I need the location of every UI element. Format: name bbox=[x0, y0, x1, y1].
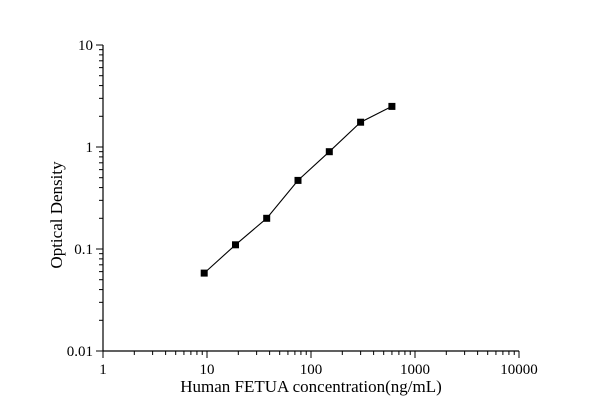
x-tick-label: 1000 bbox=[400, 362, 430, 378]
x-tick-label: 100 bbox=[300, 362, 323, 378]
y-tick-label: 1 bbox=[86, 140, 94, 156]
data-point-marker bbox=[294, 176, 302, 184]
data-point-marker bbox=[388, 102, 396, 110]
x-tick-label: 1 bbox=[99, 362, 107, 378]
data-point-marker bbox=[200, 269, 208, 277]
data-point-marker bbox=[232, 241, 239, 249]
x-axis-label: Human FETUA concentration(ng/mL) bbox=[180, 377, 442, 396]
data-point-marker bbox=[325, 148, 333, 156]
data-point-marker bbox=[263, 214, 271, 222]
y-tick-label: 10 bbox=[78, 38, 93, 54]
x-tick-label: 10 bbox=[200, 362, 215, 378]
y-axis-label: Optical Density bbox=[47, 161, 66, 269]
data-point-marker bbox=[357, 118, 365, 126]
x-tick-label: 10000 bbox=[500, 362, 538, 378]
y-tick-label: 0.1 bbox=[74, 242, 93, 258]
plot-axes-and-series: 1 10 100 1000 10000 0.01 0.1 1 10 bbox=[67, 38, 538, 378]
y-tick-label: 0.01 bbox=[67, 344, 93, 360]
